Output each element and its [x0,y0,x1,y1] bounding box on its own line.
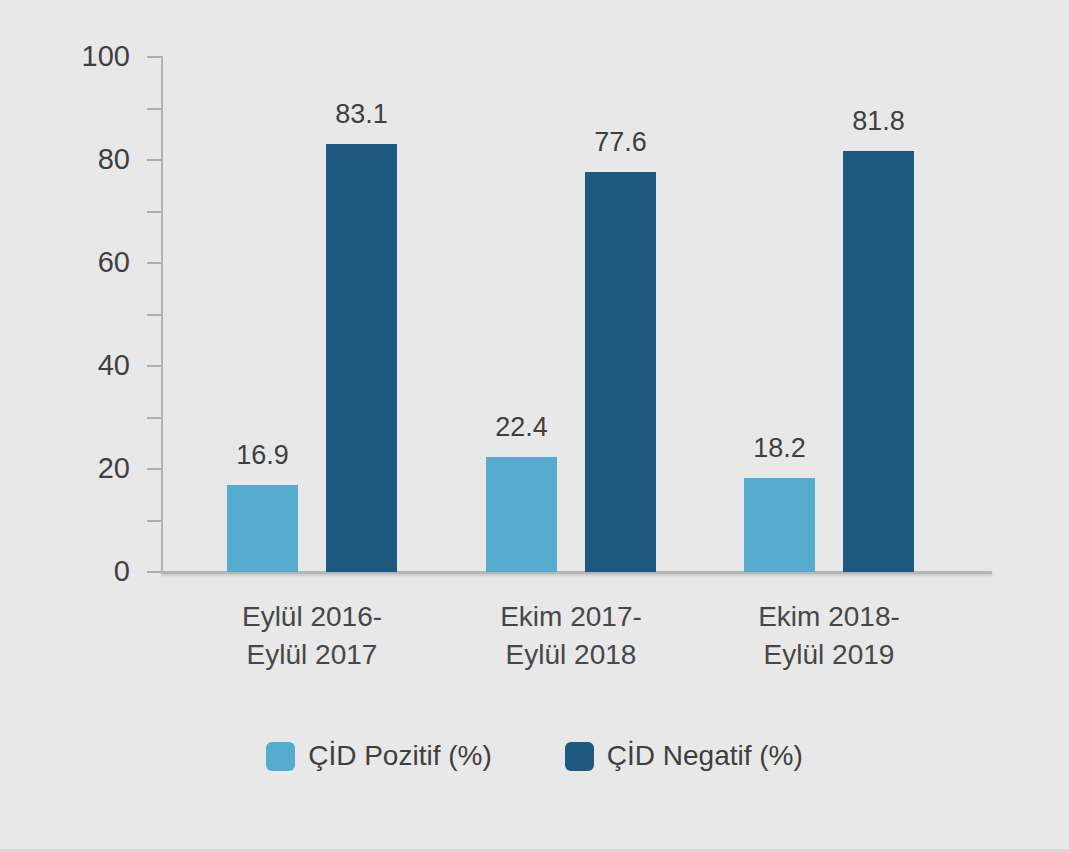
bar-value-label: 83.1 [335,97,388,131]
bar-cid-negatif [326,144,397,572]
x-category-label-line1: Ekim 2018- [758,598,900,636]
legend: ÇİD Pozitif (%) ÇİD Negatif (%) [0,740,1069,772]
x-category-label: Ekim 2017-Eylül 2018 [500,598,642,674]
y-tick-label: 20 [10,448,130,488]
y-axis-line [161,57,163,572]
bar-cid-pozitif [744,478,815,572]
x-category-label: Eylül 2016-Eylül 2017 [242,598,382,674]
legend-item: ÇİD Negatif (%) [565,740,803,772]
x-category-label-line1: Eylül 2016- [242,598,382,636]
y-tick-label: 40 [10,345,130,385]
bar-cid-negatif [843,151,914,572]
y-tick-label: 80 [10,139,130,179]
legend-item: ÇİD Pozitif (%) [266,740,492,772]
bar-value-label: 16.9 [236,438,289,472]
bar-value-label: 81.8 [852,104,905,138]
legend-label: ÇİD Pozitif (%) [308,740,492,772]
bar-value-label: 22.4 [495,410,548,444]
legend-swatch-negatif [565,742,594,771]
x-category-label-line2: Eylül 2017 [242,636,382,674]
y-tick-label: 60 [10,242,130,282]
bar-cid-pozitif [486,457,557,572]
bar-value-label: 18.2 [753,431,806,465]
x-category-label-line2: Eylül 2019 [758,636,900,674]
bar-cid-pozitif [227,485,298,572]
x-category-label: Ekim 2018-Eylül 2019 [758,598,900,674]
legend-label: ÇİD Negatif (%) [607,740,803,772]
y-tick-label: 0 [10,551,130,591]
bar-cid-negatif [585,172,656,572]
chart: 0 20 40 60 80 100 16.9 22.4 18.2 83.1 77.6 81.8 Eylü… [0,0,1069,852]
y-tick-label: 100 [10,36,130,76]
x-category-label-line1: Ekim 2017- [500,598,642,636]
legend-swatch-pozitif [266,742,295,771]
bar-value-label: 77.6 [594,125,647,159]
x-category-label-line2: Eylül 2018 [500,636,642,674]
